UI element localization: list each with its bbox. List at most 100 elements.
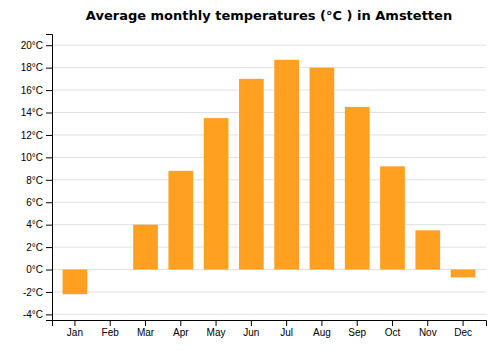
grid (52, 45, 486, 314)
y-tick: 14°C (21, 107, 52, 118)
chart: -4°C -2°C 0°C 2°C 4°C 6°C 8°C 10°C 12°C 14°C 16°C 1… (0, 0, 500, 350)
x-tick-label: Nov (419, 327, 437, 338)
y-tick: 6°C (26, 197, 52, 208)
bar (239, 79, 264, 270)
grid-line (52, 314, 486, 315)
bar (451, 270, 476, 278)
y-tick-mark (46, 135, 52, 136)
y-tick: 20°C (21, 40, 52, 51)
x-tick-label: Apr (173, 327, 189, 338)
y-tick-label: 6°C (26, 197, 43, 208)
y-tick-mark (46, 270, 52, 271)
y-tick-label: 16°C (21, 85, 43, 96)
bar (310, 68, 335, 270)
y-tick-label: -4°C (23, 309, 43, 320)
x-tick: Sep (348, 320, 366, 338)
x-tick-label: Jul (280, 327, 293, 338)
y-tick-label: 8°C (26, 175, 43, 186)
grid-line (52, 179, 486, 180)
x-tick-label: Jun (243, 327, 259, 338)
x-tick-label: Jan (67, 327, 83, 338)
grid-line (52, 291, 486, 292)
x-tick: Oct (385, 320, 401, 338)
bar (345, 107, 370, 270)
x-tick-mark (286, 320, 287, 326)
y-tick-label: 14°C (21, 107, 43, 118)
bar (98, 269, 123, 270)
x-tick-label: Feb (102, 327, 120, 338)
x-tick-mark (74, 320, 75, 326)
grid-line (52, 90, 486, 91)
y-tick-label: 4°C (26, 219, 43, 230)
y-tick-label: -2°C (23, 287, 43, 298)
grid-line (52, 112, 486, 113)
x-axis-line (53, 321, 487, 327)
x-tick-mark (145, 320, 146, 326)
y-tick: 2°C (26, 242, 52, 253)
grid-line (52, 157, 486, 158)
bar (380, 166, 405, 269)
x-tick-label: Mar (137, 327, 155, 338)
x-tick: Dec (454, 320, 472, 338)
x-tick: Jul (280, 320, 293, 338)
y-tick: 12°C (21, 130, 52, 141)
y-tick-mark (46, 202, 52, 203)
x-tick: Mar (137, 320, 155, 338)
y-tick-mark (46, 292, 52, 293)
x-tick-label: Dec (454, 327, 472, 338)
x-tick-mark (251, 320, 252, 326)
y-tick: -4°C (23, 309, 52, 320)
x-tick-label: Sep (348, 327, 366, 338)
y-axis: -4°C -2°C 0°C 2°C 4°C 6°C 8°C 10°C 12°C 14°C 16°C 1… (21, 35, 53, 321)
y-tick-mark (46, 113, 52, 114)
grid-line (52, 134, 486, 135)
x-tick-label: May (207, 327, 226, 338)
x-tick-mark (321, 320, 322, 326)
grid-line (52, 67, 486, 68)
x-tick-mark (427, 320, 428, 326)
y-tick-label: 10°C (21, 152, 43, 163)
y-tick: 16°C (21, 85, 52, 96)
y-tick-mark (46, 180, 52, 181)
bar (63, 270, 88, 295)
x-tick-mark (357, 320, 358, 326)
grid-line (52, 202, 486, 203)
y-tick: 8°C (26, 175, 52, 186)
y-tick-mark (46, 45, 52, 46)
y-tick: 10°C (21, 152, 52, 163)
x-tick-mark (216, 320, 217, 326)
x-tick: Aug (313, 320, 331, 338)
y-tick-mark (46, 314, 52, 315)
x-tick-label: Aug (313, 327, 331, 338)
x-tick: Jun (243, 320, 259, 338)
x-tick-label: Oct (385, 327, 401, 338)
y-tick-mark (46, 90, 52, 91)
bars (63, 60, 476, 294)
bar (168, 171, 193, 270)
y-tick-label: 12°C (21, 130, 43, 141)
x-tick: Jan (67, 320, 83, 338)
y-tick: 18°C (21, 62, 52, 73)
bar (415, 230, 440, 269)
bar (133, 225, 158, 270)
y-tick: 4°C (26, 219, 52, 230)
bar (274, 60, 299, 270)
y-tick-label: 20°C (21, 40, 43, 51)
y-tick-mark (46, 247, 52, 248)
x-axis: Jan Feb Mar Apr May Jun Jul Aug Sep Oct Nov Dec (53, 320, 487, 338)
plot: -4°C -2°C 0°C 2°C 4°C 6°C 8°C 10°C 12°C 14°C 16°C 1… (21, 35, 487, 339)
y-tick: 0°C (26, 264, 52, 275)
y-tick-label: 18°C (21, 62, 43, 73)
x-tick: Feb (102, 320, 120, 338)
bar (204, 118, 229, 269)
grid-line (52, 224, 486, 225)
y-tick: -2°C (23, 287, 52, 298)
title: Average monthly temperatures (°C ) in Am… (86, 8, 452, 23)
x-tick-mark (110, 320, 111, 326)
y-tick-mark (46, 68, 52, 69)
y-tick-mark (46, 225, 52, 226)
x-tick-mark (392, 320, 393, 326)
y-tick-mark (46, 157, 52, 158)
y-tick-label: 2°C (26, 242, 43, 253)
x-tick: May (207, 320, 226, 338)
